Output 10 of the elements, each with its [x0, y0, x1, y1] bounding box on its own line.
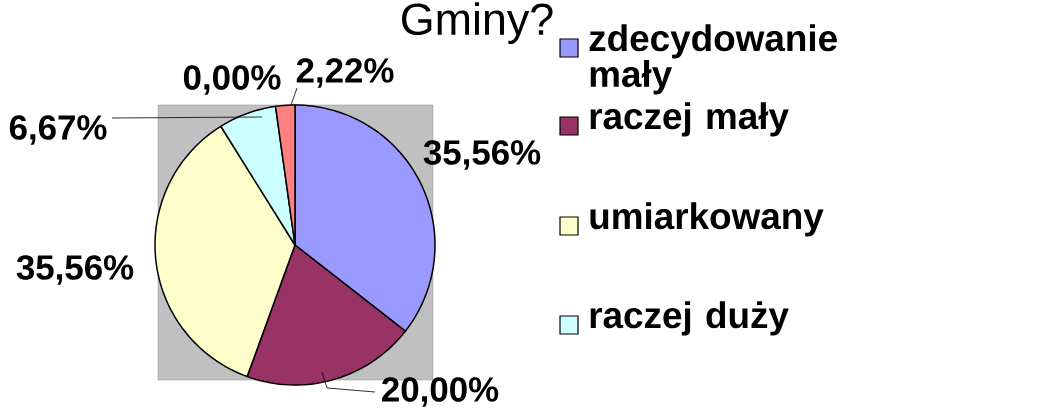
data-label: 35,56%: [423, 140, 541, 170]
data-label: 6,67%: [9, 115, 107, 145]
legend-label: umiarkowany: [590, 202, 824, 237]
legend-label: raczej mały: [590, 102, 789, 137]
chart-title: Gminy?: [402, 2, 553, 44]
data-label: 35,56%: [16, 255, 134, 285]
text: 0,00%: [183, 65, 281, 95]
legend-label: raczej duży: [590, 301, 789, 336]
data-label: 20,00%: [382, 377, 499, 407]
data-label: 2,22%: [296, 58, 394, 88]
